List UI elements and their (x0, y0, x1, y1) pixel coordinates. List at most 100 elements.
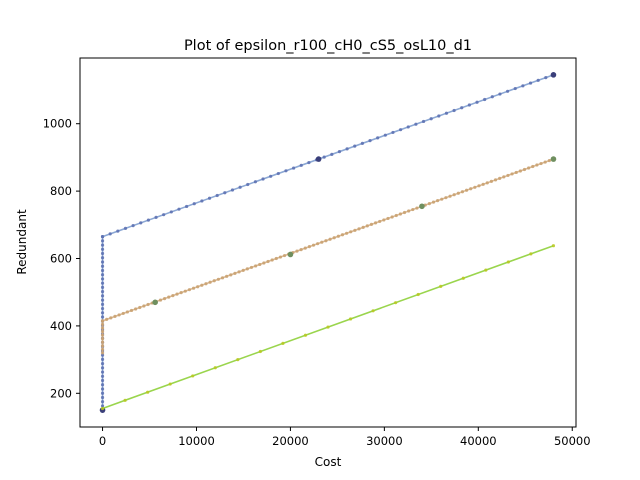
series-0-point (284, 169, 288, 173)
series-1-point (361, 225, 365, 229)
series-0-point (269, 174, 273, 178)
plot-frame (79, 57, 577, 428)
series-0-point (100, 366, 105, 370)
series-1-point (100, 340, 105, 344)
series-0-point (330, 152, 334, 156)
series-0-point (345, 147, 349, 151)
series-1-point (543, 160, 547, 164)
series-1-point (216, 277, 220, 281)
series-1-point (158, 298, 163, 302)
series-0-point (521, 84, 525, 88)
series-1-point (233, 271, 237, 275)
series-0-point (116, 229, 120, 233)
series-1-point (100, 333, 105, 337)
series-1-point (531, 164, 535, 169)
series-0-point (421, 119, 426, 124)
series-1-point (477, 184, 481, 188)
series-1-point (431, 200, 436, 204)
series-2-point (551, 244, 556, 248)
series-1-point (303, 246, 307, 250)
series-0-point (498, 92, 502, 96)
series-1-point (204, 282, 208, 286)
series-1-point (369, 222, 374, 226)
x-tick-label: 0 (99, 434, 106, 448)
series-1-point (332, 236, 336, 240)
series-1-point (175, 292, 179, 296)
series-1-point (196, 285, 200, 289)
series-1-point (382, 218, 386, 222)
series-0-point (185, 204, 189, 209)
series-0-point (162, 213, 166, 217)
x-axis-label: Cost (315, 455, 342, 469)
series-0-point (505, 89, 510, 93)
series-0-point (100, 391, 105, 395)
series-0-point (253, 180, 257, 184)
series-1-point (456, 191, 460, 195)
series-1-point (378, 219, 382, 224)
series-0-point (154, 215, 158, 220)
series-1-point (340, 233, 345, 237)
series-1-point (295, 249, 299, 253)
series-0-point (100, 378, 105, 383)
series-1-point (353, 228, 357, 232)
series-2-point (326, 325, 330, 329)
series-0-point (353, 144, 357, 148)
series-0-point (230, 188, 235, 192)
x-tick-label: 20000 (272, 434, 309, 448)
x-tick-label: 10000 (178, 434, 215, 448)
series-2-point (258, 349, 262, 354)
series-0-point (100, 306, 105, 311)
series-1-point (183, 289, 187, 293)
y-tick-label: 800 (50, 184, 72, 198)
series-1-point (506, 173, 510, 178)
series-1-point (171, 294, 175, 298)
series-0-point (215, 193, 219, 198)
series-0-point (100, 235, 105, 239)
series-1-point (324, 239, 328, 243)
series-1-point (100, 347, 105, 351)
series-1-point (179, 291, 183, 295)
series-1-point (134, 307, 138, 311)
series-0-point (475, 100, 479, 104)
series-1-point (162, 296, 167, 301)
series-0-point (100, 311, 105, 315)
x-tick-label: 40000 (460, 434, 497, 448)
y-axis-label: Redundant (15, 209, 29, 275)
series-1-point (427, 202, 431, 206)
series-1-point (336, 234, 340, 238)
series-0-point (100, 370, 105, 374)
series-1-point (407, 209, 411, 213)
series-1-point (390, 215, 394, 219)
series-0-point (177, 207, 181, 211)
series-1-point (266, 259, 270, 264)
series-1-point (167, 295, 171, 299)
series-2-point (484, 268, 488, 272)
series-0-point (483, 97, 487, 102)
series-1-highlight-point (152, 299, 158, 306)
series-1-point (328, 237, 332, 241)
series-0-point (100, 281, 105, 285)
series-1-highlight-point (419, 203, 425, 210)
series-1-point (245, 267, 249, 271)
series-2-point (146, 390, 150, 394)
series-1-point (365, 224, 369, 228)
series-0-point (238, 185, 242, 189)
series-2-point (123, 398, 127, 402)
series-1-point (270, 258, 274, 262)
series-1-point (254, 264, 258, 268)
series-1-point (316, 242, 320, 246)
series-1-point (522, 167, 527, 172)
series-0-point (322, 155, 326, 159)
series-1-point (212, 279, 216, 283)
series-0-point (292, 166, 296, 170)
series-1-point (398, 212, 402, 216)
series-1-point (444, 196, 448, 200)
series-1-point (274, 256, 278, 261)
series-0 (99, 72, 557, 413)
series-0-point (444, 111, 449, 115)
series-0-point (100, 395, 105, 400)
series-1 (100, 156, 557, 355)
series-1-point (481, 182, 485, 186)
series-1-point (241, 268, 245, 272)
